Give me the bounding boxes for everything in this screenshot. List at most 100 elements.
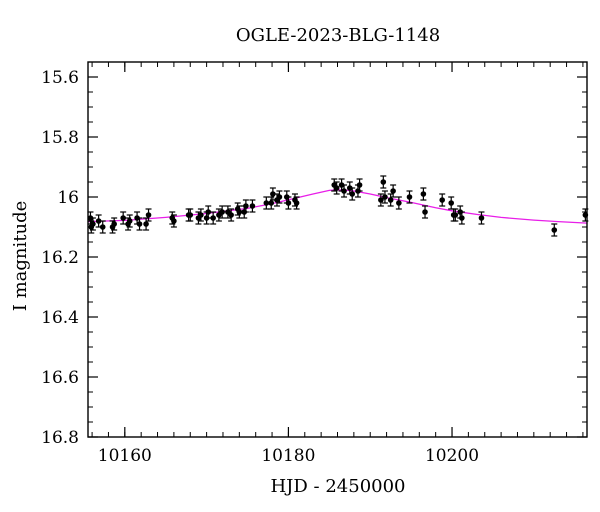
data-point bbox=[126, 214, 133, 228]
data-point-marker bbox=[210, 215, 216, 221]
data-point bbox=[341, 184, 348, 198]
data-point bbox=[349, 187, 356, 201]
data-point-marker bbox=[95, 218, 102, 224]
data-point bbox=[228, 208, 235, 222]
data-point-marker bbox=[228, 212, 234, 218]
data-point bbox=[205, 205, 212, 219]
data-point-marker bbox=[380, 179, 387, 185]
data-point bbox=[356, 178, 363, 192]
axis-ticks: 10160 10180 10200 15.6 15.8 16 16.2 16.4 16.6 16.… bbox=[41, 61, 587, 466]
data-point bbox=[377, 193, 384, 207]
data-point bbox=[406, 190, 413, 204]
data-point bbox=[263, 196, 270, 210]
data-point-marker bbox=[198, 212, 204, 218]
data-point-marker bbox=[285, 200, 292, 206]
data-point-marker bbox=[448, 200, 455, 206]
data-point-marker bbox=[171, 218, 177, 224]
data-point-marker bbox=[382, 194, 388, 200]
data-point-marker bbox=[263, 200, 270, 206]
data-point-marker bbox=[293, 200, 300, 206]
x-axis-label: HJD - 2450000 bbox=[270, 476, 405, 497]
data-point-marker bbox=[333, 185, 340, 191]
data-point bbox=[395, 196, 402, 210]
data-point-marker bbox=[145, 212, 152, 218]
data-point-marker bbox=[99, 224, 106, 230]
y-tick-label: 16.4 bbox=[41, 308, 79, 328]
data-point-marker bbox=[422, 209, 428, 215]
y-tick-label: 16 bbox=[57, 188, 79, 208]
data-point-marker bbox=[276, 194, 283, 200]
data-point-marker bbox=[111, 221, 117, 227]
data-point bbox=[551, 223, 558, 237]
data-point bbox=[143, 217, 150, 231]
data-point-marker bbox=[236, 209, 243, 215]
x-tick-label: 10160 bbox=[98, 446, 152, 466]
data-point bbox=[99, 220, 106, 234]
data-point bbox=[111, 217, 118, 231]
model-curve bbox=[87, 189, 588, 224]
data-point-marker bbox=[551, 227, 558, 233]
data-point-marker bbox=[378, 197, 384, 203]
data-point-marker bbox=[126, 218, 133, 224]
data-point bbox=[187, 208, 194, 222]
data-point-marker bbox=[219, 209, 225, 215]
data-point bbox=[210, 211, 217, 225]
data-point-marker bbox=[349, 191, 356, 197]
data-point-marker bbox=[439, 197, 446, 203]
data-point bbox=[293, 196, 300, 210]
data-point-marker bbox=[120, 215, 126, 221]
data-point-marker bbox=[406, 194, 413, 200]
data-point bbox=[439, 193, 446, 207]
data-point bbox=[170, 214, 177, 228]
data-point-marker bbox=[270, 191, 276, 197]
data-points-group bbox=[87, 175, 589, 237]
plot-frame bbox=[87, 61, 588, 438]
x-tick-label: 10180 bbox=[261, 446, 315, 466]
data-point-marker bbox=[268, 200, 275, 206]
x-tick-label: 10200 bbox=[425, 446, 479, 466]
data-point-marker bbox=[452, 212, 459, 218]
data-point bbox=[249, 199, 256, 213]
data-point bbox=[197, 208, 204, 222]
data-point bbox=[333, 181, 340, 195]
data-point bbox=[89, 217, 96, 231]
y-tick-label: 16.6 bbox=[41, 368, 79, 388]
data-point-marker bbox=[396, 200, 402, 206]
data-point bbox=[380, 175, 387, 189]
data-point-marker bbox=[136, 221, 143, 227]
data-point-marker bbox=[249, 203, 256, 209]
data-point bbox=[390, 184, 397, 198]
data-point-marker bbox=[205, 209, 212, 215]
data-point bbox=[448, 196, 455, 210]
data-point bbox=[422, 205, 429, 219]
data-point bbox=[219, 205, 226, 219]
model-curve-group bbox=[87, 189, 588, 224]
data-point-marker bbox=[420, 191, 427, 197]
data-point bbox=[458, 211, 465, 225]
data-point-marker bbox=[356, 182, 363, 188]
data-point-marker bbox=[390, 188, 396, 194]
data-point-marker bbox=[90, 221, 96, 227]
data-point-marker bbox=[478, 215, 485, 221]
data-point bbox=[136, 217, 143, 231]
data-point bbox=[420, 187, 427, 201]
data-point-marker bbox=[341, 188, 347, 194]
data-point-marker bbox=[459, 215, 465, 221]
y-tick-label: 15.8 bbox=[41, 128, 79, 148]
data-point bbox=[452, 208, 459, 222]
data-point-marker bbox=[387, 197, 394, 203]
data-point bbox=[381, 190, 388, 204]
y-tick-label: 15.6 bbox=[41, 68, 79, 88]
data-point-marker bbox=[143, 221, 149, 227]
y-axis-label: I magnitude bbox=[10, 201, 31, 312]
data-point bbox=[285, 196, 292, 210]
y-tick-label: 16.2 bbox=[41, 248, 79, 268]
data-point bbox=[478, 211, 485, 225]
data-point bbox=[276, 190, 283, 204]
y-tick-label: 16.8 bbox=[41, 428, 79, 448]
data-point bbox=[242, 199, 249, 213]
data-point-marker bbox=[187, 212, 194, 218]
chart-title: OGLE-2023-BLG-1148 bbox=[236, 25, 440, 46]
